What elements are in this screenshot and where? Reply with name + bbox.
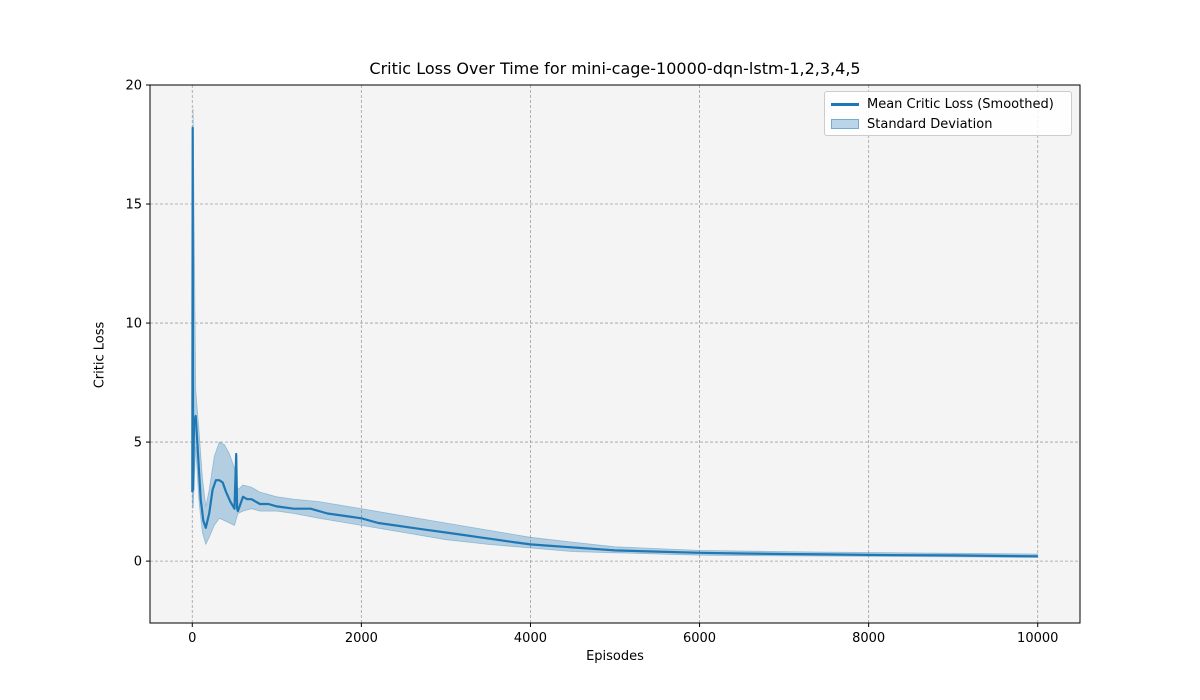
plot-frame bbox=[149, 84, 1081, 624]
chart-title: Critic Loss Over Time for mini-cage-1000… bbox=[369, 59, 861, 78]
legend-item-std: Standard Deviation bbox=[831, 115, 992, 133]
std-band-layer bbox=[191, 108, 1039, 558]
legend-item-mean: Mean Critic Loss (Smoothed) bbox=[831, 95, 1054, 113]
legend-label-std: Standard Deviation bbox=[867, 116, 993, 132]
legend-band-swatch bbox=[831, 119, 859, 129]
std-deviation-band bbox=[191, 108, 1039, 558]
x-tick-label: 0 bbox=[188, 631, 196, 646]
legend-line-swatch bbox=[831, 102, 859, 106]
grid-lines bbox=[150, 84, 1080, 623]
x-tick-label: 6000 bbox=[683, 631, 716, 646]
y-tick-label: 20 bbox=[125, 79, 142, 94]
x-axis-label: Episodes bbox=[586, 649, 644, 664]
mean-critic-loss-line bbox=[191, 126, 1038, 558]
plot-area bbox=[150, 85, 1080, 623]
x-tick-label: 2000 bbox=[345, 631, 378, 646]
axis-ticks: 0 2000 4000 6000 8000 10000 0 5 10 15 20 bbox=[125, 79, 1058, 647]
legend: Mean Critic Loss (Smoothed) Standard Dev… bbox=[824, 91, 1072, 136]
y-tick-label: 15 bbox=[125, 198, 142, 213]
y-tick-label: 0 bbox=[134, 555, 142, 570]
mean-line-layer bbox=[191, 126, 1038, 558]
y-tick-label: 5 bbox=[134, 436, 142, 451]
legend-label-mean: Mean Critic Loss (Smoothed) bbox=[867, 96, 1054, 112]
x-tick-label: 4000 bbox=[514, 631, 547, 646]
y-axis-label: Critic Loss bbox=[92, 321, 108, 389]
y-tick-label: 10 bbox=[125, 317, 142, 332]
x-tick-label: 10000 bbox=[1017, 631, 1058, 646]
x-tick-label: 8000 bbox=[852, 631, 885, 646]
